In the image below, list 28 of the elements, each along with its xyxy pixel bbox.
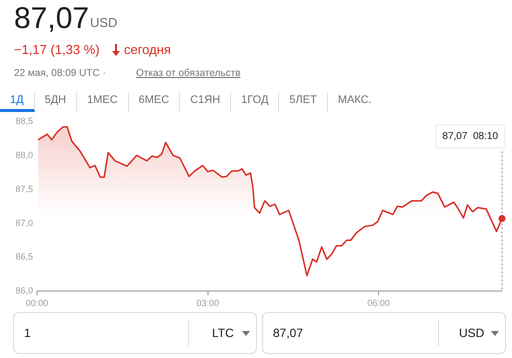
y-tick-label: 88,5: [15, 116, 33, 126]
text: 5ДН: [34, 92, 78, 112]
chart-subtitle: −1,17 (1,33 %): [14, 42, 100, 57]
text: 87,07: [273, 326, 304, 340]
y-tick-label: 87,0: [15, 218, 33, 228]
x-tick-label: 03:00: [196, 298, 220, 308]
text: 1: [24, 326, 31, 340]
text: USD: [459, 326, 484, 340]
x-tick-label: 00:00: [26, 298, 48, 308]
text: 87,07: [14, 2, 90, 36]
text: 1ГОД: [231, 92, 280, 112]
text: С1ЯН: [180, 92, 232, 112]
y-tick-label: 86,0: [15, 286, 33, 296]
text: 5ЛЕТ: [279, 92, 328, 112]
y-tick-label: 88,0: [15, 150, 33, 160]
x-tick-label: 06:00: [367, 298, 390, 308]
text: 1МЕС: [77, 92, 129, 112]
text: LTC: [212, 326, 234, 340]
y-tick-label: 87,5: [15, 184, 33, 194]
text: МАКС.: [336, 93, 373, 108]
text: USD: [90, 15, 118, 30]
text: 6МЕС: [128, 92, 180, 112]
text: Отказ от обязательств: [136, 68, 241, 79]
text: сегодня: [124, 42, 171, 57]
text: 22 мая, 08:09 UTC ·: [14, 68, 106, 79]
y-tick-label: 86,5: [15, 252, 33, 262]
annotation: 87,07 08:10: [442, 131, 498, 142]
text: 1Д: [0, 92, 35, 112]
